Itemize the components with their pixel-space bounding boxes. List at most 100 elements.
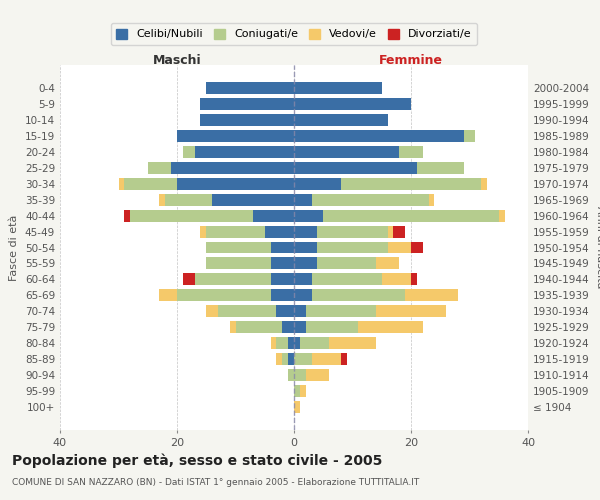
Bar [464,130,475,141]
Bar [194,146,294,158]
Bar [306,370,329,382]
Bar [294,242,317,254]
Bar [300,338,329,349]
Bar [206,82,294,94]
Legend: Celibi/Nubili, Coniugati/e, Vedovi/e, Divorziati/e: Celibi/Nubili, Coniugati/e, Vedovi/e, Di… [111,23,477,45]
Bar [311,194,428,205]
Text: Maschi: Maschi [152,54,202,67]
Bar [294,290,311,302]
Bar [288,338,294,349]
Bar [294,146,400,158]
Bar [294,402,300,413]
Bar [294,162,417,173]
Bar [317,242,388,254]
Bar [160,194,165,205]
Text: COMUNE DI SAN NAZZARO (BN) - Dati ISTAT 1° gennaio 2005 - Elaborazione TUTTITALI: COMUNE DI SAN NAZZARO (BN) - Dati ISTAT … [12,478,419,487]
Bar [183,274,194,285]
Bar [311,354,341,366]
Bar [271,242,294,254]
Bar [417,162,464,173]
Bar [206,242,271,254]
Bar [200,98,294,110]
Bar [311,274,382,285]
Bar [428,194,434,205]
Bar [405,290,458,302]
Bar [288,354,294,366]
Y-axis label: Anni di nascita: Anni di nascita [595,206,600,289]
Bar [294,258,317,270]
Bar [294,82,382,94]
Bar [265,226,294,237]
Bar [499,210,505,222]
Bar [294,386,300,398]
Bar [148,162,171,173]
Bar [300,386,306,398]
Bar [200,226,206,237]
Bar [177,130,294,141]
Bar [400,146,422,158]
Bar [294,114,388,126]
Bar [294,354,311,366]
Bar [206,258,271,270]
Bar [411,242,422,254]
Bar [177,290,271,302]
Bar [411,274,417,285]
Bar [235,322,283,334]
Bar [119,178,124,190]
Bar [218,306,277,318]
Bar [294,226,317,237]
Bar [171,162,294,173]
Text: Popolazione per età, sesso e stato civile - 2005: Popolazione per età, sesso e stato civil… [12,454,382,468]
Bar [294,130,464,141]
Bar [376,306,446,318]
Bar [481,178,487,190]
Bar [317,258,376,270]
Bar [282,354,288,366]
Bar [294,178,341,190]
Bar [358,322,423,334]
Bar [294,98,411,110]
Bar [341,178,481,190]
Bar [288,370,294,382]
Bar [200,114,294,126]
Bar [206,226,265,237]
Bar [388,226,394,237]
Bar [271,338,277,349]
Bar [194,274,271,285]
Y-axis label: Fasce di età: Fasce di età [10,214,19,280]
Bar [341,354,347,366]
Bar [294,322,306,334]
Bar [183,146,194,158]
Bar [382,274,411,285]
Text: Femmine: Femmine [379,54,443,67]
Bar [294,338,300,349]
Bar [230,322,235,334]
Bar [271,258,294,270]
Bar [394,226,405,237]
Bar [160,290,177,302]
Bar [277,338,288,349]
Bar [283,322,294,334]
Bar [317,226,388,237]
Bar [294,274,311,285]
Bar [271,274,294,285]
Bar [388,242,411,254]
Bar [294,370,306,382]
Bar [277,354,283,366]
Bar [323,210,499,222]
Bar [253,210,294,222]
Bar [376,258,400,270]
Bar [294,194,311,205]
Bar [329,338,376,349]
Bar [177,178,294,190]
Bar [271,290,294,302]
Bar [294,306,306,318]
Bar [206,306,218,318]
Bar [124,178,177,190]
Bar [306,322,358,334]
Bar [306,306,376,318]
Bar [311,290,405,302]
Bar [212,194,294,205]
Bar [130,210,253,222]
Bar [124,210,130,222]
